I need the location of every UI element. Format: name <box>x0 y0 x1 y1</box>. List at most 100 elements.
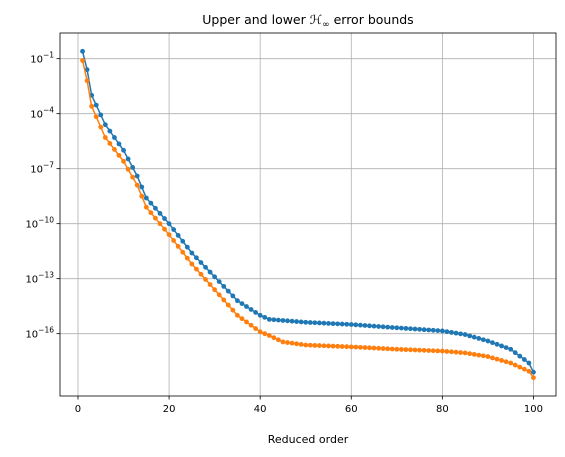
y-tick-label: 10−13 <box>25 271 54 286</box>
series-1-point <box>326 321 331 326</box>
series-1-point <box>157 211 163 216</box>
series-1-point <box>212 274 218 280</box>
series-2-point <box>503 359 509 365</box>
series-2-point <box>275 337 281 343</box>
series-1-point <box>371 323 377 329</box>
series-1-point <box>389 325 395 330</box>
series-2-point <box>257 329 263 335</box>
series-1-point <box>98 112 104 118</box>
series-1 <box>80 48 536 375</box>
series-2-point <box>139 193 145 199</box>
series-2-point <box>107 141 113 146</box>
series-2-point <box>307 342 313 348</box>
series-1-point <box>335 321 341 327</box>
series-1-point <box>125 156 131 162</box>
series-1-point <box>490 340 495 346</box>
series-1-point <box>380 324 386 330</box>
series-2-point <box>430 348 436 354</box>
series-1-point <box>526 360 532 366</box>
series-1-point <box>449 329 454 335</box>
series-1-point <box>303 319 309 325</box>
series-2-point <box>421 347 427 353</box>
series-1-point <box>357 322 363 328</box>
series-2-point <box>462 350 468 356</box>
series-2-point <box>371 345 377 351</box>
series-1-point <box>485 338 491 344</box>
series-2-point <box>380 346 386 351</box>
series-1-point <box>330 321 336 327</box>
series-2-point <box>499 358 504 363</box>
series-2-point <box>357 344 363 350</box>
series-1-point <box>162 216 167 221</box>
series-2-point <box>271 335 277 341</box>
series-2-point <box>285 340 290 345</box>
series-1-point <box>134 173 140 179</box>
series-1-point <box>458 331 463 337</box>
series-1-point <box>203 264 208 270</box>
series-2-point <box>216 292 222 298</box>
series-2-point <box>116 152 122 158</box>
series-2-point <box>157 221 163 227</box>
chart-title: Upper and lower ℋ∞ error bounds <box>202 12 413 30</box>
series-2-point <box>467 351 473 357</box>
series-1-point <box>262 314 268 320</box>
series-2-point <box>248 322 254 328</box>
series-1-point <box>107 128 113 134</box>
series-1-point <box>180 238 186 244</box>
series-2-point <box>348 344 354 350</box>
series-2-point <box>280 339 286 345</box>
series-1-point <box>439 328 445 334</box>
series-2-point <box>439 348 445 354</box>
series-2-point <box>517 364 523 370</box>
series-1-point <box>508 346 514 352</box>
series-2-point <box>417 347 422 353</box>
series-2-point <box>203 277 208 282</box>
series-2-point <box>212 287 218 293</box>
series-1-point <box>531 369 536 375</box>
series-2-point <box>244 319 249 325</box>
y-tick-label: 10−16 <box>25 326 54 341</box>
series-2-point <box>403 347 409 353</box>
series-2-point <box>189 261 195 267</box>
series-2-point <box>316 343 322 348</box>
x-axis-ticks: 0 20 40 60 80 100 <box>75 396 543 415</box>
series-1-point <box>216 279 222 284</box>
series-1-point <box>362 323 368 328</box>
series-2-point <box>312 343 318 348</box>
series-1-point <box>280 318 286 323</box>
y-tick-label: 10−4 <box>30 106 54 121</box>
series-1-point <box>253 310 259 315</box>
series-2-point <box>321 343 327 349</box>
series-1-point <box>412 326 418 332</box>
series-2-point <box>134 182 140 188</box>
series-2-point <box>444 349 450 354</box>
series-1-point <box>462 332 468 337</box>
series-1-point <box>175 233 181 238</box>
series-1-point <box>294 319 300 324</box>
series-2-point <box>84 78 90 84</box>
series-1-point <box>385 324 391 330</box>
series-2-point <box>508 360 514 366</box>
series-2-point <box>112 147 117 152</box>
series-1-point <box>289 318 295 324</box>
series-2-point <box>326 343 331 349</box>
series-1-point <box>408 326 413 332</box>
series-1-point <box>339 321 345 327</box>
y-axis-ticks: 10−1 10−4 10−7 10−10 10−13 10−16 <box>25 51 60 341</box>
series-1-point <box>403 326 409 331</box>
series-2-point <box>376 345 381 351</box>
series-2-point <box>235 312 240 318</box>
series-1-point <box>353 322 359 328</box>
series-1-point <box>198 260 204 265</box>
series-1-point <box>499 343 504 349</box>
series-2-point <box>225 302 231 308</box>
series-1-point <box>417 326 422 332</box>
series-2-point <box>102 135 108 140</box>
series-1-point <box>80 48 85 54</box>
series-2-point <box>476 352 482 358</box>
series-1-point <box>471 334 477 340</box>
series-2-point <box>130 174 136 180</box>
series-2-point <box>362 345 368 350</box>
series-1-point <box>503 345 509 350</box>
series-layer <box>80 48 536 381</box>
